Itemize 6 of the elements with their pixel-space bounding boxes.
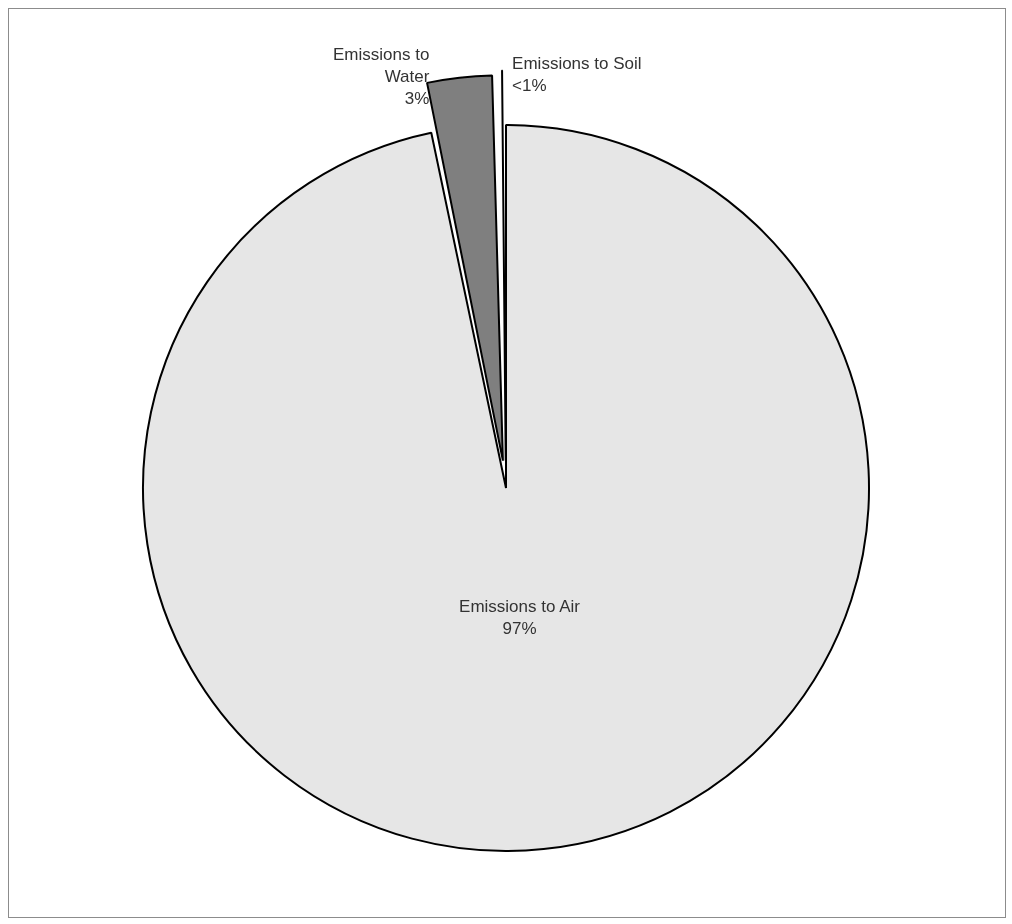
slice-label: Emissions to Soil xyxy=(512,53,642,73)
data-label: 97% xyxy=(502,618,537,638)
data-label: 3% xyxy=(404,89,430,109)
slice-label: Emissions to Water xyxy=(333,45,430,87)
data-label: <1% xyxy=(512,75,547,95)
slice-label: Emissions to Air xyxy=(459,596,581,616)
